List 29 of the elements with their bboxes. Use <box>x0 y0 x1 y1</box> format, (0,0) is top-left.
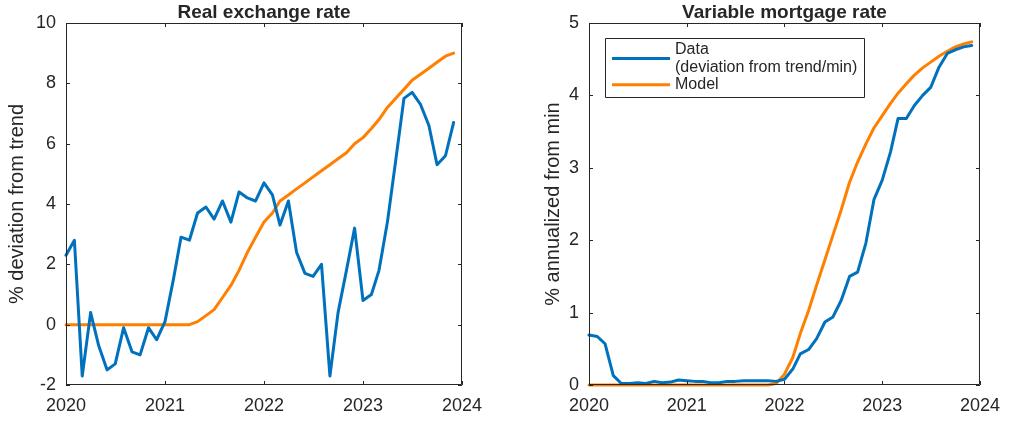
y-tick-label: 0 <box>568 373 579 394</box>
x-tick-label: 2020 <box>45 394 87 415</box>
x-tick-label: 2021 <box>666 394 707 415</box>
y-axis-title: % annualized from min <box>540 102 563 306</box>
legend-label: Data (deviation from trend/min) <box>675 40 858 75</box>
chart-title: Variable mortgage rate <box>682 1 887 22</box>
y-tick-label: 2 <box>45 253 56 274</box>
y-axis-title: % deviation from trend <box>4 103 27 305</box>
y-tick-label: 10 <box>35 11 56 32</box>
x-tick-label: 2024 <box>959 394 1000 415</box>
x-tick-label: 2022 <box>243 394 285 415</box>
y-tick-label: 3 <box>568 156 579 177</box>
y-tick-label: 4 <box>568 84 579 105</box>
y-tick-label: 5 <box>568 11 579 32</box>
y-tick-label: 8 <box>45 72 56 93</box>
y-tick-label: 4 <box>45 192 56 213</box>
y-tick-label: 1 <box>568 301 579 322</box>
y-tick-label: 2 <box>568 229 579 250</box>
legend-label: Model <box>675 75 719 93</box>
y-tick-label: 6 <box>45 132 56 153</box>
x-tick-label: 2024 <box>441 394 483 415</box>
x-tick-label: 2022 <box>764 394 805 415</box>
x-tick-label: 2023 <box>862 394 903 415</box>
x-tick-label: 2020 <box>568 394 610 415</box>
y-tick-label: 0 <box>45 313 56 334</box>
x-tick-label: 2021 <box>144 394 186 415</box>
chart-title: Real exchange rate <box>177 1 351 22</box>
x-tick-label: 2023 <box>342 394 384 415</box>
y-tick-label: -2 <box>39 373 56 394</box>
